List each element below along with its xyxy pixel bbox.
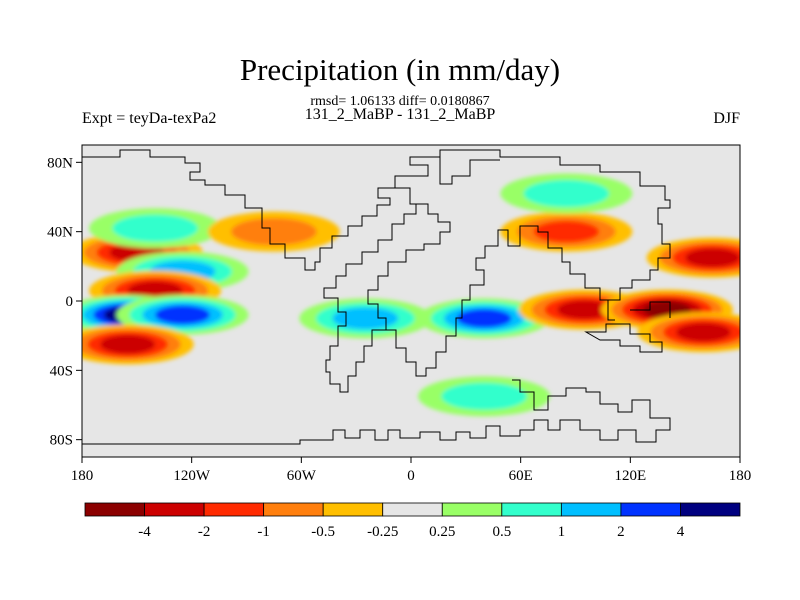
y-tick-label: 80N: [47, 155, 73, 171]
y-tick-label: 40N: [47, 225, 73, 241]
colorbar-label: -4: [138, 524, 151, 540]
anomaly-indian-ocean-dry: [557, 300, 612, 319]
anomaly-west-pacific-dry: [676, 322, 731, 342]
colorbar-swatch: [680, 502, 741, 517]
colorbar-swatch: [560, 502, 622, 517]
x-tick-label: 0: [407, 468, 415, 484]
colorbar-swatch: [382, 502, 443, 517]
anomaly-north-pacific-east-dry: [685, 248, 740, 267]
x-tick-label: 120W: [173, 468, 211, 484]
anomaly-north-pacific-wet: [112, 214, 198, 242]
colorbar-swatch: [322, 502, 384, 517]
anomaly-north-atlantic-dry: [231, 218, 317, 246]
x-tick-label: 180: [71, 468, 94, 484]
experiment-label: Expt = teyDa-texPa2: [82, 110, 217, 127]
chart-subtitle: 131_2_MaBP - 131_2_MaBP: [304, 106, 496, 123]
colorbar-label: -1: [257, 524, 270, 540]
colorbar-label: 0.25: [429, 524, 455, 540]
colorbar-swatch: [501, 502, 562, 517]
colorbar-swatch: [84, 502, 145, 517]
colorbar-swatch: [203, 502, 265, 517]
colorbar-label: -0.25: [367, 524, 398, 540]
anomaly-asia-wet: [523, 179, 610, 208]
x-tick-label: 60E: [509, 468, 533, 484]
x-tick-label: 180: [729, 468, 752, 484]
colorbar-label: 2: [617, 524, 625, 540]
colorbar-label: 4: [677, 524, 685, 540]
anomaly-pacific-equatorial-dry: [127, 281, 183, 300]
colorbar: -4 -2 -1 -0.5 -0.25 0.25 0.5 1 2 4: [84, 502, 741, 540]
anomaly-east-asia-dry: [533, 220, 600, 243]
x-tick-label: 120E: [614, 468, 646, 484]
colorbar-label: -2: [198, 524, 211, 540]
y-tick-label: 0: [66, 294, 74, 310]
colorbar-swatch: [263, 502, 324, 517]
colorbar-swatch: [144, 502, 205, 517]
colorbar-label: -0.5: [311, 524, 335, 540]
anomaly-south-ocean-wet: [441, 382, 527, 410]
colorbar-label: 0.5: [492, 524, 511, 540]
continent-outlines: [82, 149, 671, 445]
chart-title: Precipitation (in mm/day): [239, 52, 561, 87]
stats-line: rmsd= 1.06133 diff= 0.0180867: [310, 94, 490, 109]
colorbar-swatch: [620, 502, 681, 517]
x-tick-label: 60W: [287, 468, 317, 484]
anomaly-indian-ocean-wet: [456, 309, 512, 328]
anomaly-pacific-south-wet: [155, 305, 210, 325]
season-label: DJF: [713, 110, 740, 127]
anomaly-south-pacific-dry: [100, 335, 156, 354]
y-tick-label: 80S: [50, 433, 73, 449]
colorbar-swatch: [441, 502, 503, 517]
anomaly-south-atlantic-wet: [332, 307, 399, 330]
colorbar-label: 1: [558, 524, 566, 540]
y-tick-label: 40S: [50, 363, 73, 379]
